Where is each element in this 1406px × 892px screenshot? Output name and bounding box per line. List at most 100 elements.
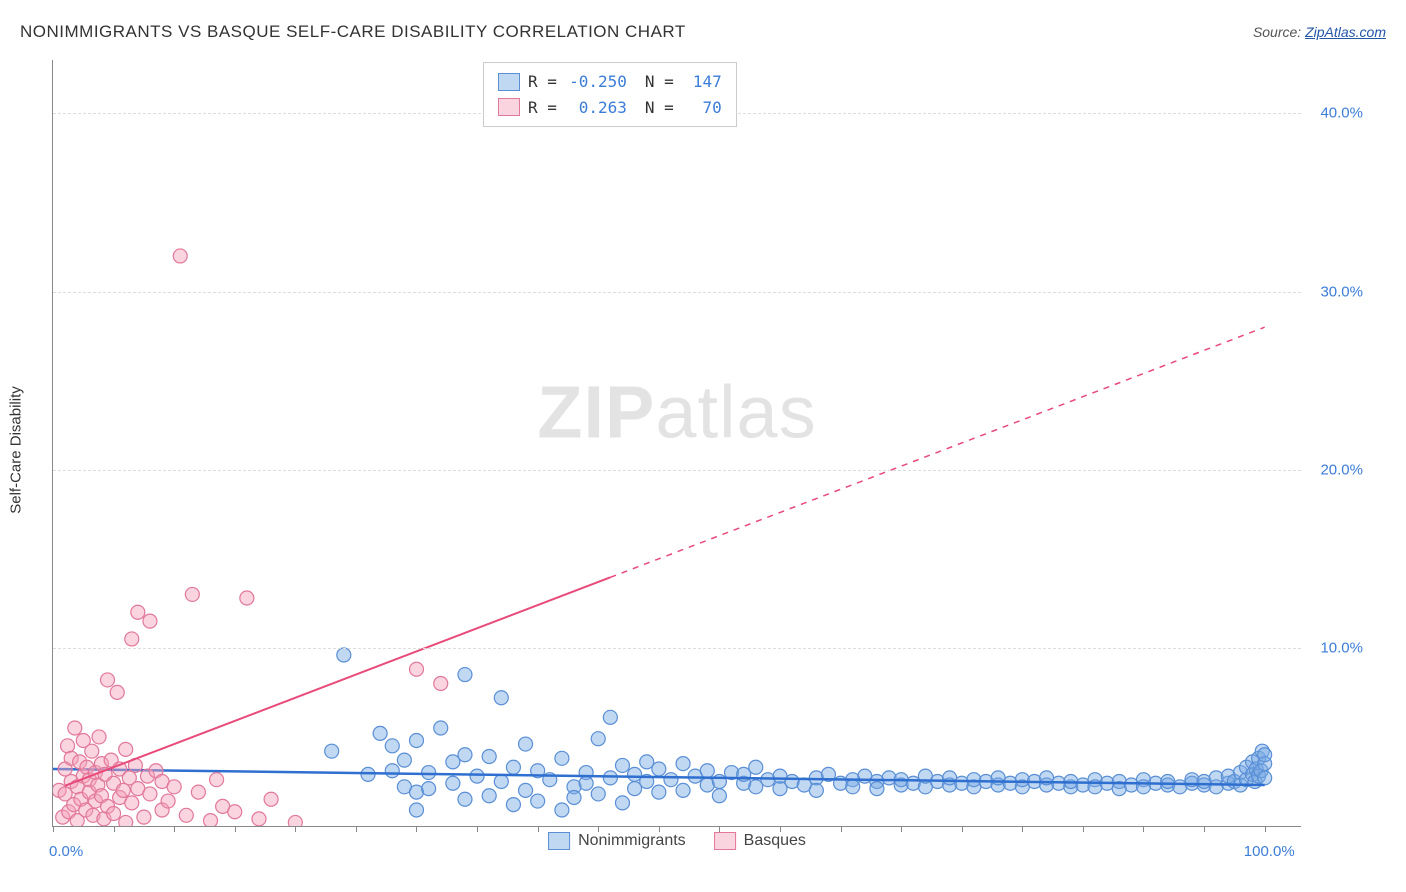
scatter-point bbox=[409, 733, 423, 747]
scatter-point bbox=[482, 789, 496, 803]
scatter-point bbox=[143, 787, 157, 801]
scatter-point bbox=[125, 796, 139, 810]
source-link[interactable]: ZipAtlas.com bbox=[1305, 24, 1386, 40]
x-tick bbox=[1204, 826, 1205, 832]
scatter-point bbox=[119, 815, 133, 826]
scatter-point bbox=[555, 803, 569, 817]
scatter-point bbox=[555, 751, 569, 765]
scatter-point bbox=[470, 769, 484, 783]
scatter-point bbox=[458, 792, 472, 806]
scatter-point bbox=[125, 632, 139, 646]
scatter-point bbox=[531, 794, 545, 808]
scatter-point bbox=[591, 732, 605, 746]
grid-line bbox=[53, 292, 1301, 293]
scatter-point bbox=[422, 782, 436, 796]
scatter-point bbox=[809, 783, 823, 797]
scatter-point bbox=[191, 785, 205, 799]
y-axis-label: Self-Care Disability bbox=[8, 386, 25, 514]
y-tick-label: 10.0% bbox=[1320, 639, 1363, 656]
scatter-point bbox=[167, 780, 181, 794]
x-tick bbox=[416, 826, 417, 832]
series-legend: NonimmigrantsBasques bbox=[548, 832, 806, 850]
scatter-point bbox=[458, 748, 472, 762]
scatter-point bbox=[519, 737, 533, 751]
scatter-point bbox=[434, 721, 448, 735]
scatter-point bbox=[161, 794, 175, 808]
legend-item: Nonimmigrants bbox=[548, 832, 686, 850]
plot-region: ZIPatlas 10.0%20.0%30.0%40.0%0.0%100.0%R… bbox=[52, 60, 1301, 827]
scatter-point bbox=[288, 815, 302, 826]
scatter-point bbox=[870, 782, 884, 796]
x-tick bbox=[477, 826, 478, 832]
scatter-point bbox=[494, 691, 508, 705]
scatter-point bbox=[506, 798, 520, 812]
scatter-point bbox=[185, 587, 199, 601]
x-tick-label-right: 100.0% bbox=[1244, 843, 1295, 860]
scatter-point bbox=[652, 762, 666, 776]
scatter-point bbox=[85, 744, 99, 758]
trend-line-dashed bbox=[610, 327, 1264, 577]
x-tick bbox=[235, 826, 236, 832]
scatter-point bbox=[137, 810, 151, 824]
x-tick bbox=[841, 826, 842, 832]
scatter-point bbox=[676, 783, 690, 797]
scatter-point bbox=[458, 668, 472, 682]
scatter-point bbox=[110, 685, 124, 699]
chart-source: Source: ZipAtlas.com bbox=[1253, 24, 1386, 40]
scatter-point bbox=[676, 757, 690, 771]
scatter-point bbox=[397, 753, 411, 767]
x-tick bbox=[1022, 826, 1023, 832]
scatter-point bbox=[567, 790, 581, 804]
x-tick-label-left: 0.0% bbox=[49, 843, 83, 860]
scatter-point bbox=[68, 721, 82, 735]
correlation-row: R =0.263N =70 bbox=[498, 95, 722, 121]
scatter-point bbox=[482, 750, 496, 764]
scatter-point bbox=[615, 758, 629, 772]
correlation-legend: R =-0.250N =147R =0.263N =70 bbox=[483, 62, 737, 127]
scatter-point bbox=[603, 771, 617, 785]
scatter-point bbox=[179, 808, 193, 822]
x-tick bbox=[174, 826, 175, 832]
scatter-point bbox=[228, 805, 242, 819]
scatter-point bbox=[519, 783, 533, 797]
scatter-point bbox=[92, 730, 106, 744]
scatter-point bbox=[143, 614, 157, 628]
x-tick bbox=[1143, 826, 1144, 832]
scatter-point bbox=[579, 776, 593, 790]
scatter-point bbox=[615, 796, 629, 810]
x-tick bbox=[538, 826, 539, 832]
x-tick bbox=[53, 826, 54, 832]
legend-swatch bbox=[498, 98, 520, 116]
scatter-point bbox=[101, 673, 115, 687]
scatter-point bbox=[591, 787, 605, 801]
scatter-point bbox=[337, 648, 351, 662]
scatter-point bbox=[373, 726, 387, 740]
scatter-point bbox=[603, 710, 617, 724]
scatter-point bbox=[119, 742, 133, 756]
scatter-point bbox=[173, 249, 187, 263]
grid-line bbox=[53, 470, 1301, 471]
scatter-point bbox=[664, 773, 678, 787]
scatter-point bbox=[240, 591, 254, 605]
scatter-point bbox=[61, 739, 75, 753]
scatter-point bbox=[264, 792, 278, 806]
x-tick bbox=[1265, 826, 1266, 832]
scatter-point bbox=[712, 789, 726, 803]
scatter-point bbox=[107, 807, 121, 821]
scatter-point bbox=[252, 812, 266, 826]
chart-title: NONIMMIGRANTS VS BASQUE SELF-CARE DISABI… bbox=[20, 22, 686, 42]
scatter-point bbox=[385, 764, 399, 778]
x-tick bbox=[901, 826, 902, 832]
y-tick-label: 30.0% bbox=[1320, 283, 1363, 300]
scatter-point bbox=[749, 760, 763, 774]
scatter-point bbox=[1258, 771, 1272, 785]
scatter-point bbox=[494, 774, 508, 788]
scatter-point bbox=[116, 783, 130, 797]
x-tick bbox=[356, 826, 357, 832]
chart-header: NONIMMIGRANTS VS BASQUE SELF-CARE DISABI… bbox=[20, 22, 1386, 42]
correlation-row: R =-0.250N =147 bbox=[498, 69, 722, 95]
legend-swatch bbox=[498, 73, 520, 91]
scatter-point bbox=[409, 803, 423, 817]
scatter-point bbox=[131, 605, 145, 619]
legend-swatch bbox=[548, 832, 570, 850]
